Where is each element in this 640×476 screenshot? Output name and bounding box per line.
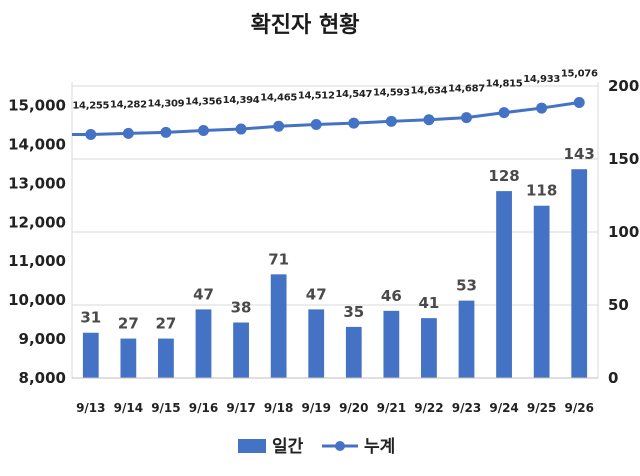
bar bbox=[308, 309, 325, 378]
bar-data-label: 71 bbox=[268, 250, 289, 268]
left-axis-tick-label: 12,000 bbox=[8, 213, 66, 231]
legend-line-label: 누계 bbox=[364, 437, 395, 457]
right-axis-tick-label: 150 bbox=[608, 150, 639, 168]
left-axis-tick-label: 8,000 bbox=[19, 369, 66, 387]
cumulative-point bbox=[198, 125, 209, 137]
x-tick-label: 9/26 bbox=[564, 401, 593, 415]
bar bbox=[233, 322, 249, 378]
cumulative-data-label: 14,815 bbox=[486, 79, 523, 90]
bar bbox=[533, 205, 550, 378]
cumulative-point bbox=[498, 107, 510, 119]
cumulative-data-label: 14,282 bbox=[110, 99, 147, 110]
bar-data-label: 27 bbox=[118, 315, 139, 333]
cumulative-line-series bbox=[72, 97, 585, 140]
cumulative-point bbox=[235, 123, 247, 135]
bar-data-label: 47 bbox=[306, 285, 327, 303]
cumulative-data-label: 14,356 bbox=[185, 97, 222, 108]
cumulative-point bbox=[536, 102, 548, 114]
cumulative-data-label: 14,512 bbox=[298, 90, 335, 101]
cumulative-data-label: 14,465 bbox=[260, 92, 297, 103]
cumulative-point bbox=[348, 117, 360, 129]
bar bbox=[458, 300, 475, 378]
x-axis: 9/13 9/14 9/15 9/16 9/17 9/18 9/19 9/20 9/21 9/22… bbox=[72, 377, 598, 415]
right-axis-tick-label: 100 bbox=[608, 223, 639, 241]
bar bbox=[496, 191, 512, 378]
x-tick-label: 9/15 bbox=[151, 401, 180, 415]
cumulative-data-label: 14,634 bbox=[411, 86, 448, 97]
left-axis: 8,000 9,000 10,000 11,000 12,000 13,000 14,000… bbox=[8, 96, 66, 387]
cumulative-point bbox=[461, 112, 472, 124]
cumulative-data-label: 14,933 bbox=[523, 74, 560, 85]
cumulative-point bbox=[423, 114, 435, 126]
bar bbox=[421, 318, 437, 378]
bar bbox=[270, 274, 287, 378]
right-axis-tick-label: 50 bbox=[608, 296, 629, 314]
cumulative-point bbox=[273, 120, 285, 132]
x-tick-label: 9/19 bbox=[301, 401, 330, 415]
cumulative-data-label: 15,076 bbox=[561, 69, 598, 80]
cumulative-data-label: 14,547 bbox=[335, 89, 372, 100]
x-tick-label: 9/23 bbox=[452, 401, 481, 415]
x-tick-label: 9/14 bbox=[114, 401, 143, 415]
chart-title: 확진자 현황 bbox=[251, 13, 360, 38]
right-axis-tick-label: 0 bbox=[608, 369, 618, 387]
daily-bars bbox=[82, 169, 588, 378]
gridlines bbox=[71, 82, 599, 378]
bar-data-label: 47 bbox=[193, 285, 214, 303]
right-axis-tick-label: 200 bbox=[608, 77, 639, 95]
x-tick-label: 9/16 bbox=[189, 401, 218, 415]
bar-data-label: 143 bbox=[564, 145, 595, 163]
cumulative-data-label: 14,255 bbox=[72, 100, 109, 111]
x-tick-label: 9/18 bbox=[264, 401, 293, 415]
right-axis: 0 50 100 150 200 bbox=[608, 77, 639, 387]
left-axis-tick-label: 9,000 bbox=[19, 330, 66, 348]
daily-bar-labels: 31 27 27 47 38 71 47 35 46 41 53 128 118 143 bbox=[80, 145, 595, 332]
x-tick-label: 9/24 bbox=[489, 401, 518, 415]
cumulative-data-label: 14,394 bbox=[223, 95, 260, 106]
cumulative-data-label: 14,687 bbox=[448, 84, 485, 95]
bar bbox=[82, 332, 99, 378]
left-axis-tick-label: 15,000 bbox=[8, 96, 66, 114]
bar-data-label: 41 bbox=[418, 294, 439, 312]
bar-data-label: 118 bbox=[526, 182, 557, 200]
x-tick-label: 9/20 bbox=[339, 401, 368, 415]
left-axis-tick-label: 10,000 bbox=[8, 291, 66, 309]
cumulative-point bbox=[573, 97, 585, 109]
bar bbox=[571, 169, 588, 378]
x-tick-label: 9/17 bbox=[226, 401, 255, 415]
x-tick-label: 9/22 bbox=[414, 401, 443, 415]
cumulative-point bbox=[310, 118, 322, 130]
bar-data-label: 46 bbox=[381, 287, 402, 305]
cumulative-data-label: 14,593 bbox=[373, 87, 410, 98]
left-axis-tick-label: 14,000 bbox=[8, 135, 66, 153]
bar bbox=[195, 309, 212, 378]
cumulative-data-label: 14,309 bbox=[148, 98, 185, 109]
x-tick-label: 9/21 bbox=[377, 401, 406, 415]
cumulative-point bbox=[160, 126, 172, 138]
bar-data-label: 128 bbox=[488, 167, 519, 185]
bar bbox=[345, 326, 362, 378]
bar bbox=[158, 338, 174, 378]
legend-line-marker bbox=[335, 441, 345, 451]
left-axis-tick-label: 13,000 bbox=[8, 174, 66, 192]
bar bbox=[120, 338, 137, 378]
cumulative-line-labels: 14,255 14,282 14,309 14,356 14,394 14,465 14,5… bbox=[72, 69, 598, 112]
bar-data-label: 27 bbox=[155, 315, 176, 333]
x-tick-label: 9/25 bbox=[527, 401, 556, 415]
x-tick-label: 9/13 bbox=[76, 401, 105, 415]
left-axis-tick-label: 11,000 bbox=[8, 252, 66, 270]
legend-bar-swatch bbox=[238, 439, 266, 453]
legend: 일간 누계 bbox=[238, 437, 395, 457]
cumulative-point bbox=[122, 127, 134, 139]
cumulative-point bbox=[85, 128, 97, 140]
bar-data-label: 31 bbox=[80, 309, 101, 327]
cumulative-point bbox=[385, 115, 397, 127]
bar bbox=[383, 310, 400, 378]
legend-bar-label: 일간 bbox=[272, 437, 304, 457]
bar-data-label: 53 bbox=[456, 277, 477, 295]
bar-data-label: 38 bbox=[231, 299, 252, 317]
bar-data-label: 35 bbox=[343, 303, 364, 321]
